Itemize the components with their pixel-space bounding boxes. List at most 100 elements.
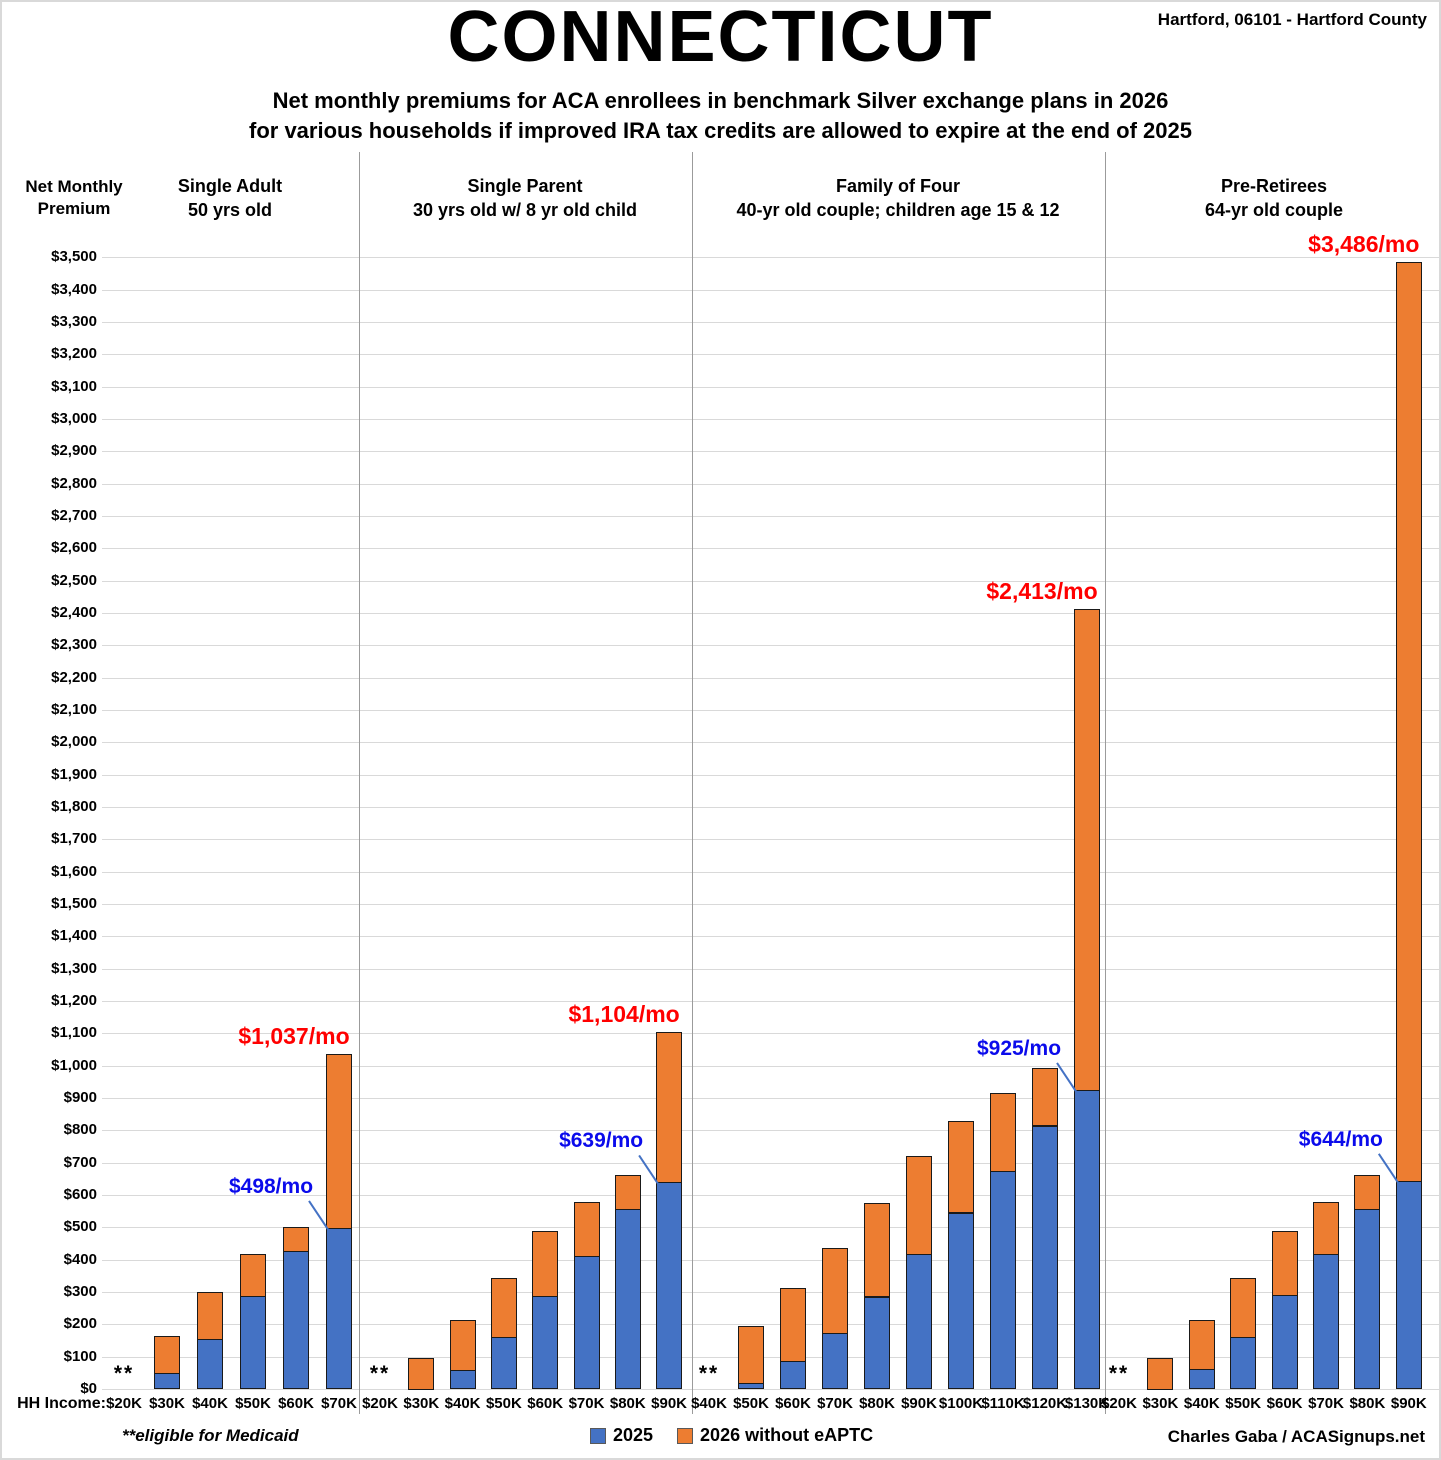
y-axis-tick-label: $300 — [63, 1283, 97, 1300]
x-axis-tick-label: $30K — [149, 1395, 185, 1412]
x-axis-tick-label: $20K — [1101, 1395, 1137, 1412]
x-axis-tick-label: $130K — [1064, 1395, 1110, 1412]
x-axis-tick-label: $80K — [859, 1395, 895, 1412]
y-axis-tick-label: $2,900 — [51, 442, 97, 460]
annotation-2025: $639/mo — [559, 1129, 644, 1153]
bar-2025-segment — [1230, 1337, 1257, 1389]
y-axis-tick-label: $3,400 — [51, 280, 97, 298]
x-axis-tick-label: $90K — [651, 1395, 688, 1412]
gridline — [102, 419, 1439, 421]
x-axis-tick-label: $70K — [568, 1395, 605, 1412]
group-header-sublabel: 30 yrs old w/ 8 yr old child — [412, 200, 638, 221]
bar-2026-segment — [1074, 608, 1100, 1091]
y-axis-tick-label: $3,500 — [51, 248, 97, 266]
bar-2026-segment — [490, 1277, 517, 1339]
gridline — [102, 580, 1439, 582]
x-axis-tick-label: $20K — [362, 1395, 398, 1412]
bar-2025-segment — [1313, 1253, 1339, 1389]
bar-2026-segment — [573, 1201, 600, 1258]
x-axis-tick-label: $50K — [235, 1395, 271, 1412]
y-axis-tick-label: $2,400 — [51, 604, 97, 621]
x-axis-tick-label: $30K — [1142, 1395, 1179, 1412]
y-axis-tick-label: $3,200 — [51, 345, 97, 363]
y-axis-tick-label: $1,800 — [51, 798, 97, 815]
gridline — [102, 1227, 1439, 1229]
x-axis-tick-label: $50K — [1225, 1395, 1262, 1412]
gridline — [102, 1389, 1439, 1390]
bar-2025-segment — [283, 1250, 309, 1389]
y-axis-tick-label: $1,400 — [51, 927, 97, 945]
bar-2025-segment — [822, 1333, 848, 1389]
bar-2025-segment — [906, 1253, 932, 1389]
bar-2025-segment — [1271, 1295, 1298, 1389]
x-axis-tick-label: $40K — [1183, 1395, 1220, 1412]
gridline — [102, 322, 1439, 324]
gridline — [102, 968, 1439, 970]
annotation-2026: $2,413/mo — [986, 577, 1098, 604]
x-axis-tick-label: $80K — [1349, 1395, 1386, 1412]
bar-2026-segment — [532, 1230, 559, 1297]
bar-2025-segment — [1395, 1180, 1422, 1389]
x-axis-tick-label: $110K — [981, 1395, 1025, 1412]
bar-2025-segment — [780, 1360, 806, 1389]
bar-2025-segment — [614, 1208, 641, 1389]
bar-2025-segment — [1188, 1369, 1215, 1389]
group-header-sublabel: 64-yr old couple — [1204, 200, 1344, 221]
legend: 2025 2026 without eAPTC — [590, 1425, 873, 1446]
x-axis-tick-label: $60K — [1266, 1395, 1303, 1412]
bar-2025-segment — [738, 1382, 764, 1389]
y-axis-tick-label: $500 — [63, 1218, 97, 1236]
bar-2026-segment — [154, 1336, 180, 1374]
bar-2026-segment — [780, 1288, 806, 1362]
gridline — [102, 548, 1439, 550]
bar-2025-segment — [449, 1370, 476, 1389]
gridline — [102, 451, 1439, 453]
x-axis-tick-label: $120K — [1022, 1395, 1068, 1412]
bar-2025-segment — [1354, 1208, 1381, 1389]
column-divider — [692, 152, 693, 1414]
gridline — [102, 1130, 1439, 1132]
gridline — [102, 1098, 1439, 1099]
x-axis-tick-label: $70K — [321, 1395, 357, 1412]
bar-2025-segment — [154, 1372, 180, 1389]
gridline — [102, 257, 1439, 259]
legend-label-2025: 2025 — [613, 1425, 654, 1445]
x-axis-tick-label: $40K — [192, 1395, 228, 1412]
group-header: Family of Four 40-yr old couple; children… — [688, 174, 1108, 223]
x-axis-tick-label: $60K — [775, 1395, 811, 1412]
bar-2026-segment — [906, 1156, 932, 1255]
gridline — [102, 1065, 1439, 1067]
y-axis-tick-label: $600 — [63, 1186, 97, 1203]
annotation-2025: $498/mo — [228, 1174, 314, 1198]
gridline — [102, 354, 1439, 356]
y-axis-tick-label: $1,900 — [51, 765, 97, 783]
y-axis-tick-label: $2,000 — [51, 733, 97, 751]
group-header-sublabel: 50 yrs old — [187, 200, 273, 221]
bar-2026-segment — [738, 1326, 764, 1384]
y-axis-tick-label: $1,000 — [51, 1056, 97, 1074]
credit-label: Charles Gaba / ACASignups.net — [1167, 1427, 1425, 1446]
bar-2026-segment — [1032, 1067, 1058, 1127]
y-axis-tick-label: $2,500 — [51, 571, 97, 589]
bar-2026-segment — [1395, 261, 1422, 1182]
bar-2026-segment — [1230, 1277, 1257, 1339]
y-axis-tick-label: $1,300 — [51, 959, 97, 977]
bar-2025-segment — [573, 1256, 600, 1389]
bar-2025-segment — [240, 1296, 266, 1389]
y-axis-tick-label: $1,700 — [51, 830, 97, 848]
bar-2025-segment — [532, 1295, 559, 1389]
legend-item-2025: 2025 — [590, 1425, 653, 1446]
medicaid-asterisks: ** — [698, 1362, 720, 1385]
x-axis-tick-label: $70K — [817, 1395, 853, 1412]
gridline — [102, 904, 1439, 905]
y-axis-tick-label: $2,100 — [51, 701, 97, 718]
x-axis-tick-label: $60K — [527, 1395, 564, 1412]
bar-2026-segment — [822, 1248, 848, 1335]
bar-2026-segment — [1147, 1357, 1174, 1390]
annotation-2026: $3,486/mo — [1308, 230, 1420, 257]
group-header: Single Adult 50 yrs old — [100, 174, 360, 223]
annotation-2025: $925/mo — [976, 1036, 1062, 1060]
bar-2026-segment — [614, 1174, 641, 1210]
bar-2026-segment — [326, 1053, 352, 1229]
medicaid-footnote: **eligible for Medicaid — [122, 1426, 299, 1445]
